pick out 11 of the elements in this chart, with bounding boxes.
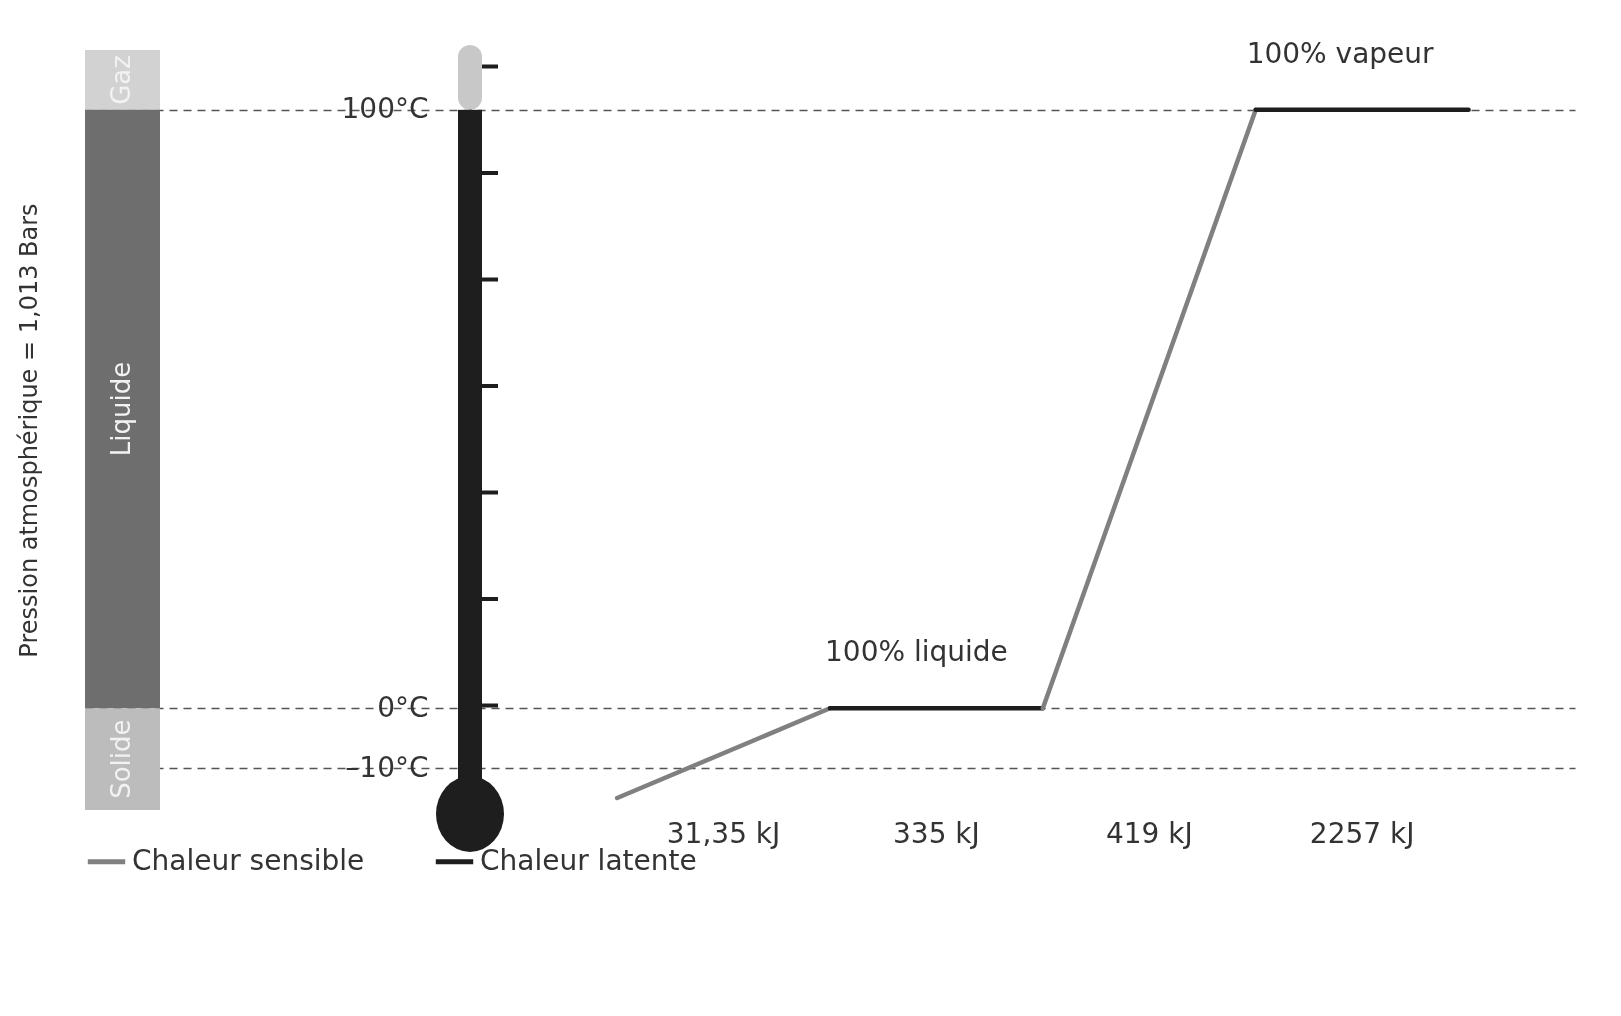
y-tick-label: 0°C (377, 690, 429, 724)
text: 419 kJ (1105, 817, 1193, 850)
annotation: 100% liquide (825, 635, 1008, 669)
y-axis-title: Pression atmosphérique = 1,013 Bars (14, 203, 43, 658)
y-tick-label: –10°C (345, 750, 429, 784)
band-label: Liquide (106, 361, 136, 457)
text: 335 kJ (893, 817, 980, 850)
legend-label: Chaleur sensible (132, 843, 365, 877)
annotation: 100% vapeur (1246, 36, 1435, 70)
text: 2257 kJ (1309, 817, 1415, 850)
y-tick-label: 100°C (341, 92, 429, 126)
